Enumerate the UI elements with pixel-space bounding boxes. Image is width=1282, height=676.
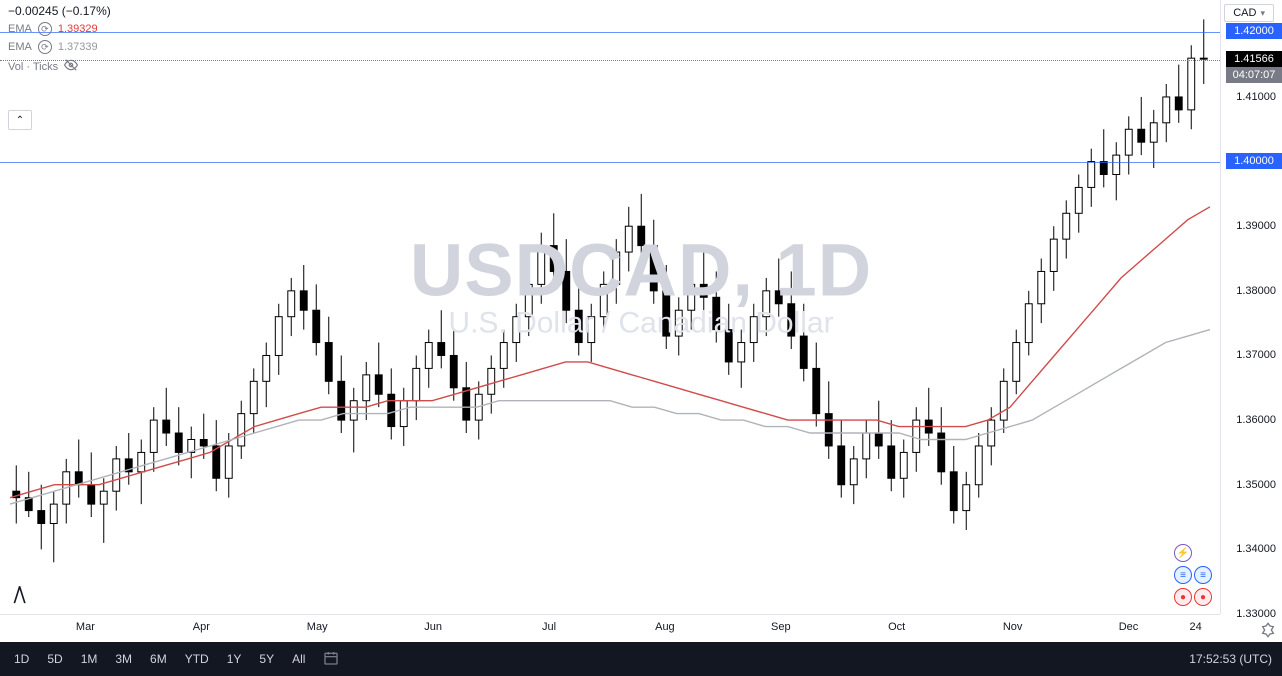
event-icons: ⚡ ≡≡ ●●: [1174, 544, 1212, 606]
event-icon[interactable]: ≡: [1174, 566, 1192, 584]
refresh-icon[interactable]: ⟳: [38, 40, 52, 54]
month-label: Jul: [542, 621, 556, 633]
price-axis[interactable]: 1.330001.340001.350001.360001.370001.380…: [1220, 0, 1282, 614]
level-tag: 1.42000: [1226, 23, 1282, 39]
price-label: 1.33000: [1236, 608, 1276, 620]
volume-label: Vol · Ticks: [8, 61, 58, 73]
bottom-toolbar: 1D 5D 1M 3M 6M YTD 1Y 5Y All 17:52:53 (UTC): [0, 642, 1282, 676]
timeframe-button[interactable]: 3M: [111, 648, 136, 670]
calendar-icon[interactable]: [323, 650, 339, 669]
event-icon[interactable]: ⚡: [1174, 544, 1192, 562]
month-label: Jun: [424, 621, 442, 633]
ema1-label: EMA: [8, 23, 32, 35]
ema1-value: 1.39329: [58, 23, 98, 35]
price-label: 1.34000: [1236, 543, 1276, 555]
month-label: Oct: [888, 621, 905, 633]
month-label: Mar: [76, 621, 95, 633]
current-price-tag: 1.41566: [1226, 51, 1282, 67]
month-label: Nov: [1003, 621, 1023, 633]
refresh-icon[interactable]: ⟳: [38, 22, 52, 36]
price-label: 1.38000: [1236, 285, 1276, 297]
price-change: −0.00245 (−0.17%): [8, 4, 111, 18]
price-label: 1.41000: [1236, 91, 1276, 103]
event-icon[interactable]: ≡: [1194, 566, 1212, 584]
ema2-label: EMA: [8, 41, 32, 53]
month-label: Dec: [1119, 621, 1139, 633]
timeframe-button[interactable]: 5D: [43, 648, 66, 670]
event-icon[interactable]: ●: [1194, 588, 1212, 606]
timeframe-button[interactable]: All: [288, 648, 309, 670]
chevron-down-icon: ▾: [1260, 8, 1265, 19]
price-label: 1.36000: [1236, 414, 1276, 426]
currency-value: CAD: [1233, 7, 1256, 19]
price-label: 1.37000: [1236, 349, 1276, 361]
countdown-tag: 04:07:07: [1226, 67, 1282, 83]
timeframe-button[interactable]: 1M: [77, 648, 102, 670]
info-bar: −0.00245 (−0.17%) EMA ⟳ 1.39329 EMA ⟳ 1.…: [8, 4, 111, 75]
timeframe-button[interactable]: 1D: [10, 648, 33, 670]
chart-area[interactable]: [0, 0, 1220, 614]
price-label: 1.35000: [1236, 479, 1276, 491]
clock: 17:52:53 (UTC): [1189, 652, 1272, 666]
month-label: Sep: [771, 621, 791, 633]
price-label: 1.39000: [1236, 220, 1276, 232]
collapse-button[interactable]: ⌃: [8, 110, 32, 130]
currency-selector[interactable]: CAD ▾: [1224, 4, 1274, 22]
chart-svg: [0, 0, 1220, 614]
timeframe-button[interactable]: 5Y: [255, 648, 278, 670]
time-axis[interactable]: Mar Apr May Jun Jul Aug Sep Oct Nov Dec 24: [0, 614, 1220, 642]
timeframe-button[interactable]: YTD: [181, 648, 213, 670]
month-label: Apr: [193, 621, 210, 633]
settings-icon[interactable]: [1260, 622, 1276, 638]
timeframe-button[interactable]: 6M: [146, 648, 171, 670]
tradingview-logo: ⧸⧹: [14, 585, 24, 606]
ema2-value: 1.37339: [58, 41, 98, 53]
month-label: May: [307, 621, 328, 633]
event-icon[interactable]: ●: [1174, 588, 1192, 606]
month-label: Aug: [655, 621, 675, 633]
level-tag: 1.40000: [1226, 153, 1282, 169]
timeframe-button[interactable]: 1Y: [223, 648, 246, 670]
visibility-icon[interactable]: [64, 58, 78, 75]
month-label: 24: [1189, 621, 1201, 633]
